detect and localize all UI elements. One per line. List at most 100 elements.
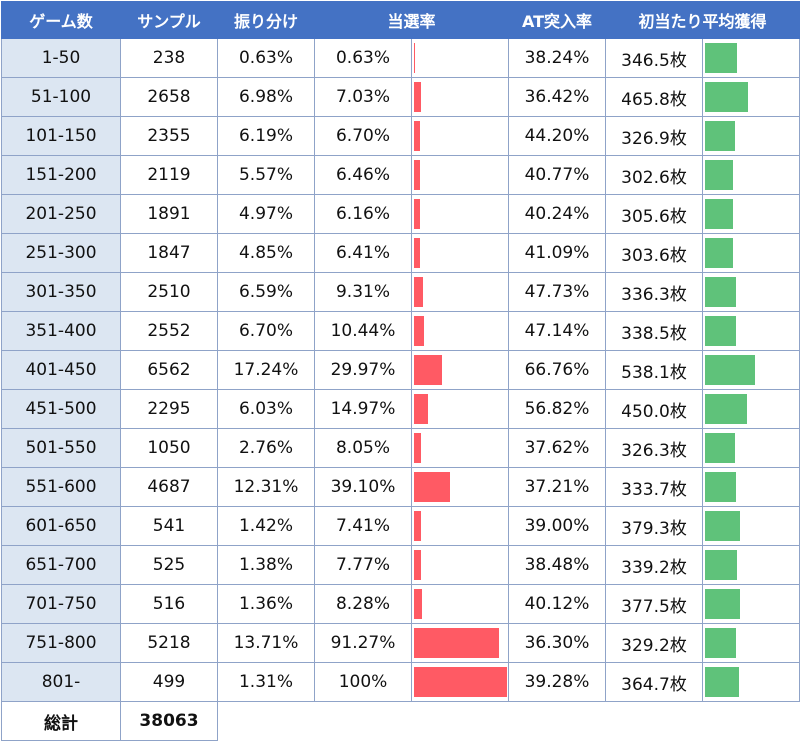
win-rate-cell: 9.31%: [314, 272, 412, 312]
avg-payout-bar-cell: [702, 116, 800, 156]
win-rate-bar: [414, 121, 420, 151]
header-at-rate: AT突入率: [508, 1, 606, 39]
avg-payout-cell: 465.8枚: [605, 77, 703, 117]
avg-payout-cell: 336.3枚: [605, 272, 703, 312]
header-row: ゲーム数 サンプル 振り分け 当選率 AT突入率 初当たり平均獲得: [1, 1, 800, 39]
win-rate-bar: [414, 238, 420, 268]
avg-payout-bar: [705, 667, 739, 697]
win-rate-bar: [414, 550, 421, 580]
win-rate-bar-cell: [411, 584, 509, 624]
win-rate-cell: 0.63%: [314, 38, 412, 78]
avg-payout-bar: [705, 394, 747, 424]
at-rate-cell: 40.77%: [508, 155, 606, 195]
avg-payout-cell: 364.7枚: [605, 662, 703, 702]
avg-payout-cell: 303.6枚: [605, 233, 703, 273]
total-row: 総計 38063: [1, 701, 800, 741]
at-rate-cell: 38.24%: [508, 38, 606, 78]
at-rate-cell: 38.48%: [508, 545, 606, 585]
table-row: 201-250 1891 4.97% 6.16% 40.24% 305.6枚: [1, 194, 800, 234]
sample-cell: 1847: [120, 233, 218, 273]
win-rate-cell: 6.46%: [314, 155, 412, 195]
table-row: 1-50 238 0.63% 0.63% 38.24% 346.5枚: [1, 38, 800, 78]
share-cell: 6.98%: [217, 77, 315, 117]
win-rate-bar: [414, 433, 421, 463]
win-rate-cell: 14.97%: [314, 389, 412, 429]
range-cell: 401-450: [1, 350, 121, 390]
at-rate-cell: 41.09%: [508, 233, 606, 273]
win-rate-bar: [414, 355, 442, 385]
win-rate-bar-cell: [411, 116, 509, 156]
win-rate-cell: 6.16%: [314, 194, 412, 234]
share-cell: 1.42%: [217, 506, 315, 546]
sample-cell: 2355: [120, 116, 218, 156]
share-cell: 1.36%: [217, 584, 315, 624]
win-rate-cell: 29.97%: [314, 350, 412, 390]
table-row: 451-500 2295 6.03% 14.97% 56.82% 450.0枚: [1, 389, 800, 429]
at-rate-cell: 36.42%: [508, 77, 606, 117]
range-cell: 751-800: [1, 623, 121, 663]
range-cell: 301-350: [1, 272, 121, 312]
table-row: 101-150 2355 6.19% 6.70% 44.20% 326.9枚: [1, 116, 800, 156]
avg-payout-bar-cell: [702, 272, 800, 312]
share-cell: 17.24%: [217, 350, 315, 390]
range-cell: 251-300: [1, 233, 121, 273]
win-rate-bar-cell: [411, 233, 509, 273]
win-rate-bar-cell: [411, 467, 509, 507]
share-cell: 12.31%: [217, 467, 315, 507]
avg-payout-bar: [705, 589, 740, 619]
win-rate-bar: [414, 667, 507, 697]
sample-cell: 1891: [120, 194, 218, 234]
header-share: 振り分け: [217, 1, 315, 39]
table-row: 401-450 6562 17.24% 29.97% 66.76% 538.1枚: [1, 350, 800, 390]
table-row: 51-100 2658 6.98% 7.03% 36.42% 465.8枚: [1, 77, 800, 117]
share-cell: 6.03%: [217, 389, 315, 429]
win-rate-cell: 39.10%: [314, 467, 412, 507]
range-cell: 51-100: [1, 77, 121, 117]
share-cell: 1.31%: [217, 662, 315, 702]
win-rate-bar-cell: [411, 662, 509, 702]
share-cell: 0.63%: [217, 38, 315, 78]
win-rate-bar-cell: [411, 545, 509, 585]
range-cell: 701-750: [1, 584, 121, 624]
sample-cell: 4687: [120, 467, 218, 507]
share-cell: 6.19%: [217, 116, 315, 156]
avg-payout-cell: 326.9枚: [605, 116, 703, 156]
sample-cell: 541: [120, 506, 218, 546]
avg-payout-cell: 333.7枚: [605, 467, 703, 507]
win-rate-cell: 7.41%: [314, 506, 412, 546]
avg-payout-bar-cell: [702, 350, 800, 390]
avg-payout-bar: [705, 277, 736, 307]
win-rate-bar-cell: [411, 311, 509, 351]
avg-payout-bar: [705, 160, 733, 190]
share-cell: 13.71%: [217, 623, 315, 663]
avg-payout-bar: [705, 121, 735, 151]
avg-payout-bar: [705, 433, 735, 463]
at-rate-cell: 40.24%: [508, 194, 606, 234]
win-rate-bar: [414, 511, 421, 541]
win-rate-bar-cell: [411, 506, 509, 546]
avg-payout-bar: [705, 199, 733, 229]
sample-cell: 2510: [120, 272, 218, 312]
share-cell: 6.70%: [217, 311, 315, 351]
avg-payout-cell: 379.3枚: [605, 506, 703, 546]
at-rate-cell: 47.73%: [508, 272, 606, 312]
avg-payout-bar: [705, 238, 733, 268]
range-cell: 801-: [1, 662, 121, 702]
avg-payout-cell: 377.5枚: [605, 584, 703, 624]
avg-payout-bar-cell: [702, 428, 800, 468]
avg-payout-bar-cell: [702, 194, 800, 234]
sample-cell: 499: [120, 662, 218, 702]
avg-payout-bar-cell: [702, 233, 800, 273]
win-rate-cell: 100%: [314, 662, 412, 702]
at-rate-cell: 47.14%: [508, 311, 606, 351]
avg-payout-bar-cell: [702, 584, 800, 624]
table-row: 801- 499 1.31% 100% 39.28% 364.7枚: [1, 662, 800, 702]
range-cell: 151-200: [1, 155, 121, 195]
win-rate-bar: [414, 394, 428, 424]
table-row: 151-200 2119 5.57% 6.46% 40.77% 302.6枚: [1, 155, 800, 195]
win-rate-bar-cell: [411, 272, 509, 312]
avg-payout-bar: [705, 82, 748, 112]
avg-payout-bar: [705, 43, 737, 73]
header-games: ゲーム数: [1, 1, 121, 39]
sample-cell: 525: [120, 545, 218, 585]
